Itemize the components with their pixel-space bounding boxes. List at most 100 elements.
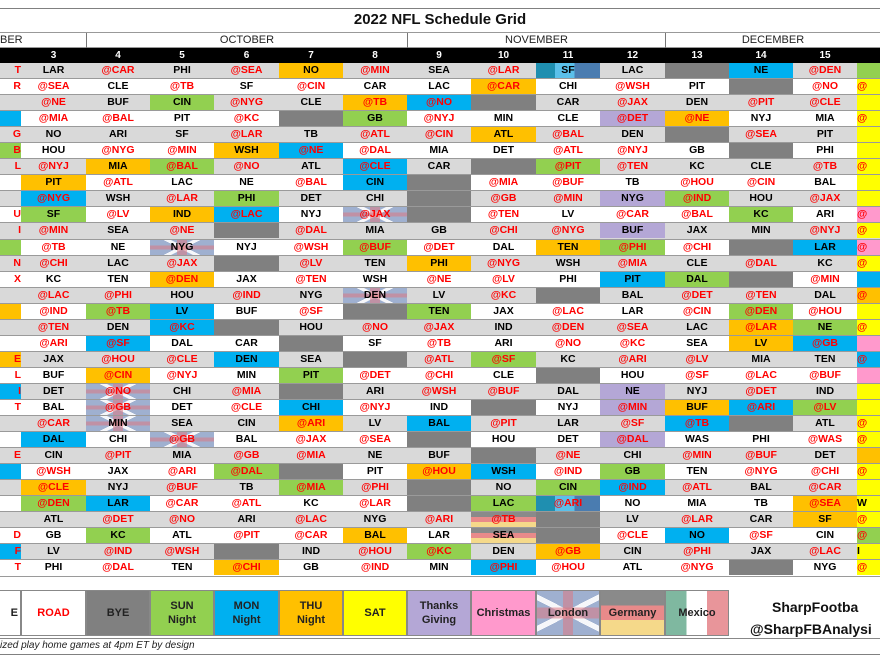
game-cell: NYG	[363, 513, 387, 526]
table-row: @WSH JAX @ARI @DAL PIT @HOU WSH @IND GB TEN @NYG @C…	[0, 464, 880, 481]
game-cell: @DAL	[214, 464, 279, 480]
game-cell: @SF	[86, 335, 150, 351]
game-cell: TB	[239, 481, 254, 494]
game-cell: @PIT	[747, 96, 775, 109]
week-number: 9	[436, 50, 442, 61]
week-number: 10	[497, 50, 510, 61]
game-cell: SEA	[471, 528, 536, 544]
game-cell: @DEN	[150, 271, 214, 287]
game-cell: @DAL	[600, 432, 665, 448]
bye-cell	[536, 367, 600, 383]
game-cell: JAX	[493, 304, 514, 317]
game-cell: @JAX	[343, 207, 407, 223]
game-cell: @SEA	[230, 64, 263, 76]
game-cell: @NYG	[21, 191, 86, 207]
game-cell: SF	[536, 63, 600, 78]
game-cell: @NYJ	[359, 400, 391, 413]
game-cell: @CLE	[166, 352, 198, 365]
game-cell: @PHI	[600, 239, 665, 255]
game-cell: G	[12, 128, 21, 141]
bye-cell	[471, 95, 536, 111]
game-cell: @	[857, 416, 880, 432]
game-cell: BUF	[600, 223, 665, 239]
game-cell: @DET	[359, 368, 391, 381]
game-cell: @SEA	[359, 433, 391, 446]
game-cell: @MIN	[682, 449, 712, 462]
game-cell: CIN	[150, 95, 214, 111]
game-cell: BAL	[42, 400, 65, 413]
game-cell: WSH	[471, 464, 536, 480]
game-cell: LAR	[621, 304, 644, 317]
game-cell: GB	[600, 464, 665, 480]
game-cell: MIN	[86, 416, 150, 432]
game-cell: CLE	[686, 256, 708, 269]
game-cell: @DET	[600, 111, 665, 127]
game-cell: PHI	[407, 255, 471, 271]
legend-divider	[0, 638, 880, 639]
game-cell: @PHI	[104, 288, 132, 301]
bye-cell	[407, 175, 471, 191]
table-row: L BUF @CIN @NYJ MIN PIT @DET @CHI CLE HOU @SF @LAC @…	[0, 367, 880, 384]
game-cell: CIN	[44, 449, 63, 462]
game-cell: PHI	[816, 144, 834, 157]
game-cell: @NYJ	[38, 160, 69, 173]
game-cell: @CIN	[424, 128, 454, 141]
game-cell: TB	[754, 497, 768, 510]
game-cell: WSH	[555, 256, 581, 269]
game-cell: KC	[729, 207, 793, 223]
game-cell: IND	[494, 320, 513, 333]
game-cell: SF	[239, 80, 254, 93]
game-cell	[857, 399, 880, 415]
game-cell: @MIA	[488, 176, 519, 189]
game-cell: JAX	[107, 465, 129, 478]
game-cell: CHI	[365, 192, 385, 205]
game-cell: IND	[815, 384, 835, 397]
game-cell: @CHI	[810, 465, 840, 478]
game-cell: @CIN	[682, 304, 712, 317]
game-cell: @NE	[279, 143, 343, 159]
game-cell: @CAR	[616, 208, 649, 221]
game-cell: LAR	[557, 417, 579, 430]
game-cell: CAR	[235, 336, 258, 349]
table-row: @CAR MIN SEA CIN @ARI LV BAL @PIT LAR @SF @TB ATL @	[0, 416, 880, 433]
game-cell: @CLE	[343, 159, 407, 175]
game-cell: @BAL	[552, 128, 584, 141]
game-cell: PIT	[21, 175, 86, 191]
week-number: 15	[819, 50, 831, 61]
game-cell: @KC	[233, 112, 260, 125]
bye-cell	[279, 383, 343, 399]
game-cell: CLE	[750, 160, 772, 173]
game-cell: SF	[175, 128, 189, 141]
game-cell: @NO	[86, 383, 150, 399]
table-row: R @SEA CLE @TB SF @CIN CAR LAC @CAR CHI @WSH PIT @NO…	[0, 79, 880, 96]
game-cell: MIA	[687, 497, 707, 510]
game-cell: @DET	[681, 288, 713, 301]
game-cell: @ARI	[167, 465, 197, 478]
game-cell: @SF	[471, 351, 536, 367]
game-cell: @HOU	[680, 176, 714, 189]
game-cell: MIA	[815, 112, 835, 125]
game-cell: E	[13, 449, 21, 462]
game-cell: @SF	[299, 304, 323, 317]
game-cell: @ATL	[553, 144, 583, 157]
game-cell: HOU	[749, 192, 773, 205]
game-cell: @TB	[169, 80, 195, 93]
game-cell: PIT	[816, 128, 834, 141]
game-cell: @CIN	[86, 367, 150, 383]
table-row: X KC TEN @DEN JAX @TEN WSH @NE @LV PHI PIT DAL @MIN	[0, 271, 880, 288]
game-cell: T	[14, 64, 21, 76]
game-cell: @TB	[343, 95, 407, 111]
game-cell: ATL	[622, 561, 643, 574]
game-cell: @CHI	[682, 240, 712, 253]
game-cell: @LAR	[166, 192, 198, 205]
game-cell: JAX	[686, 224, 708, 237]
game-cell: @WSH	[615, 80, 650, 93]
game-cell: ARI	[494, 336, 513, 349]
table-row: B HOU @NYG @MIN WSH @NE @DAL MIA DET @ATL @NYJ GB PH…	[0, 143, 880, 160]
game-cell: @NYJ	[617, 144, 648, 157]
game-cell: @CHI	[214, 560, 279, 576]
game-cell: @	[857, 79, 880, 95]
month-header-row: BER OCTOBER NOVEMBER DECEMBER	[0, 32, 880, 48]
game-cell: @LV	[492, 272, 515, 285]
game-cell: MIA	[429, 144, 449, 157]
